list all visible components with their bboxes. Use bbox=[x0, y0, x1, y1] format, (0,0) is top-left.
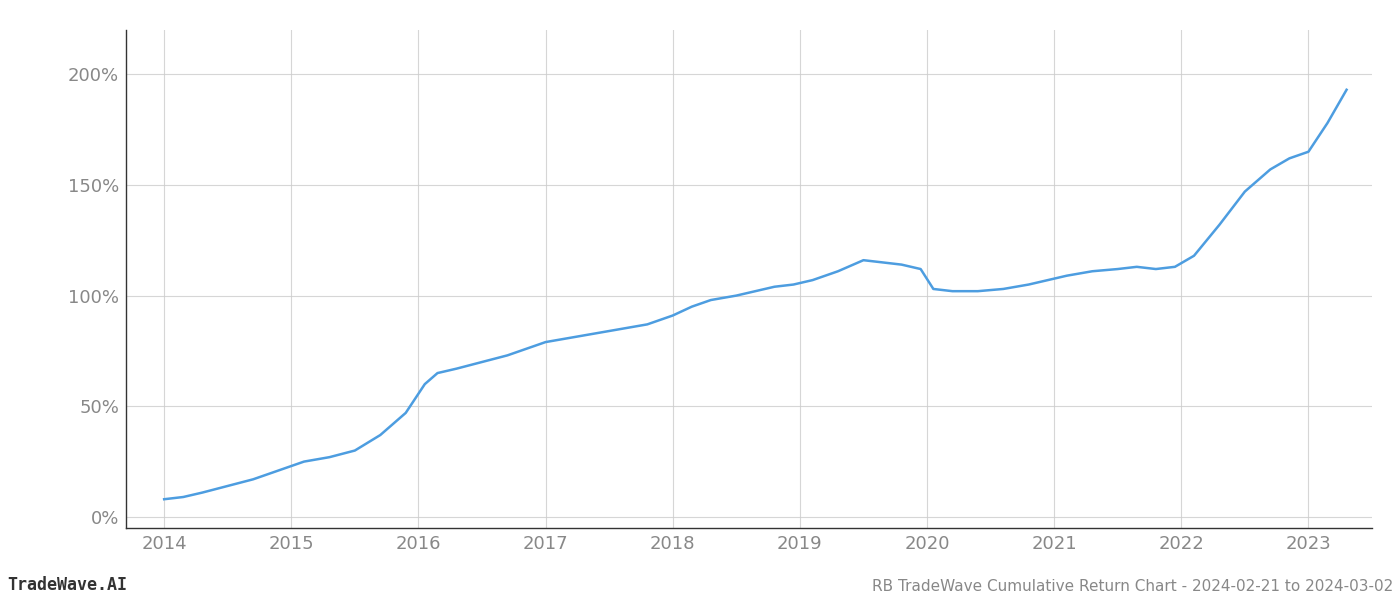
Text: TradeWave.AI: TradeWave.AI bbox=[7, 576, 127, 594]
Text: RB TradeWave Cumulative Return Chart - 2024-02-21 to 2024-03-02: RB TradeWave Cumulative Return Chart - 2… bbox=[872, 579, 1393, 594]
